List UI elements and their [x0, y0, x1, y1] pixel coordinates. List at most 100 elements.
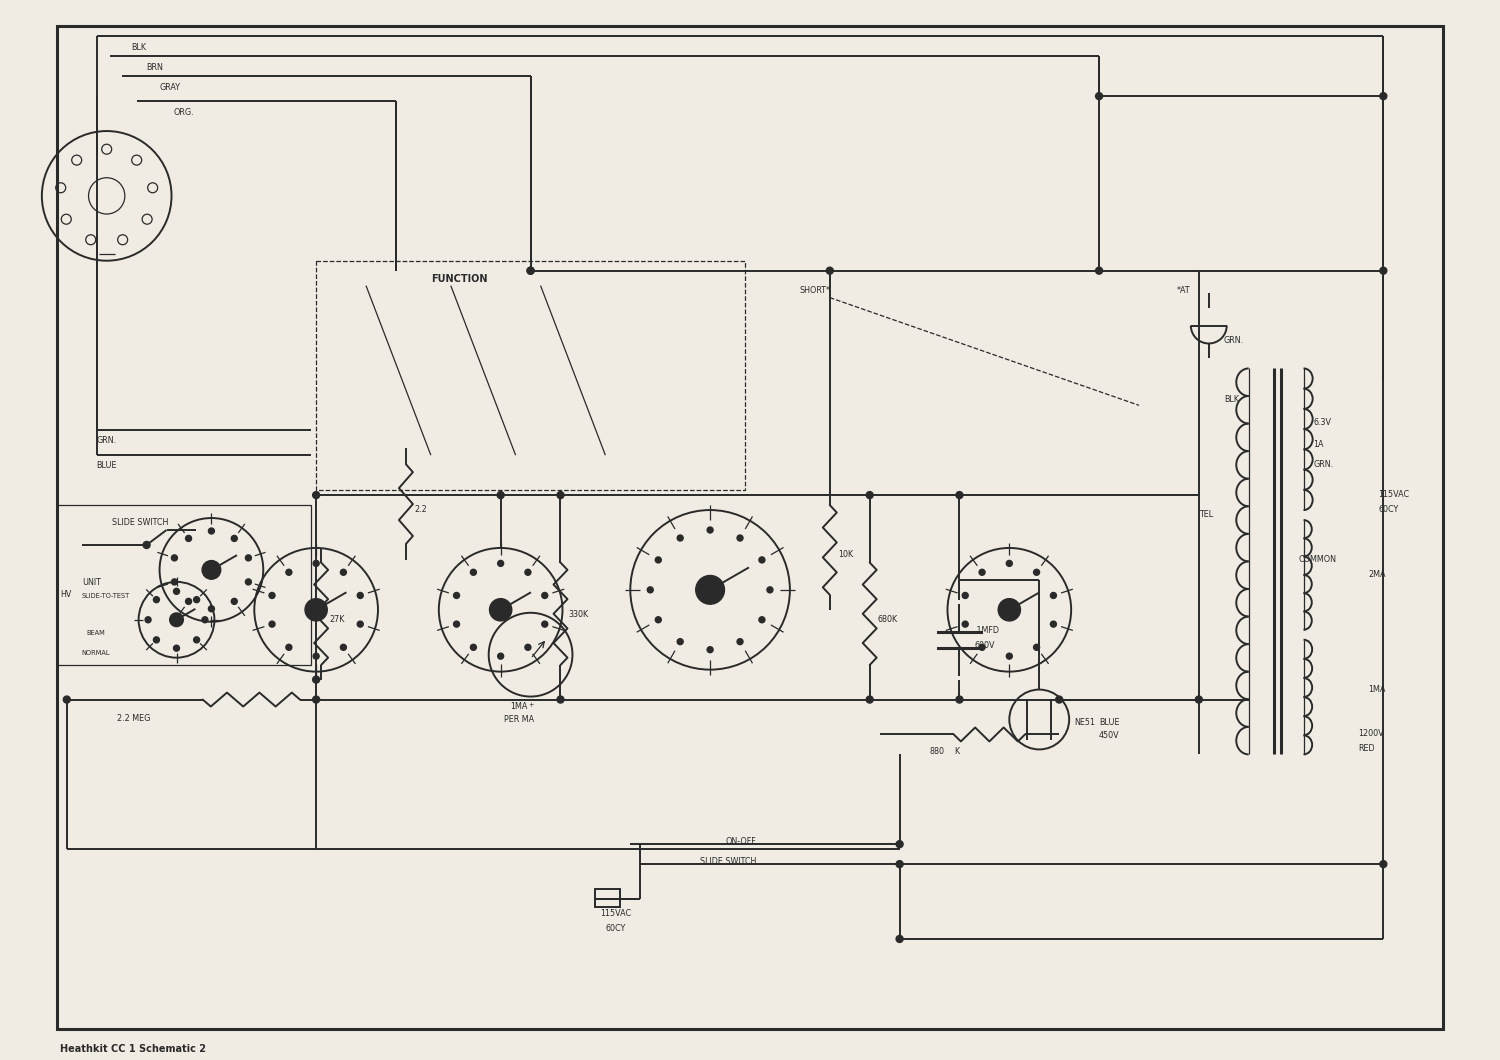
Circle shape [980, 569, 986, 576]
Text: .1MFD: .1MFD [975, 625, 999, 635]
Text: 2MA: 2MA [1368, 570, 1386, 579]
Circle shape [827, 267, 834, 275]
Text: NE51: NE51 [1074, 718, 1095, 726]
Circle shape [1050, 593, 1056, 599]
Text: +: + [528, 702, 534, 707]
Text: 115VAC: 115VAC [1378, 490, 1410, 499]
Circle shape [268, 621, 274, 628]
Circle shape [357, 593, 363, 599]
Text: 330K: 330K [568, 610, 588, 619]
Circle shape [998, 599, 1020, 621]
Circle shape [471, 644, 477, 650]
Circle shape [1380, 92, 1388, 100]
Circle shape [153, 637, 159, 642]
Circle shape [312, 676, 320, 683]
Circle shape [526, 267, 534, 275]
Circle shape [312, 492, 320, 498]
Circle shape [340, 569, 346, 576]
Text: *AT: *AT [1178, 285, 1191, 295]
Circle shape [865, 696, 873, 703]
Circle shape [865, 492, 873, 498]
Bar [316, 261, 746, 490]
Text: TEL: TEL [1198, 510, 1214, 519]
Circle shape [209, 606, 214, 612]
Text: 115VAC: 115VAC [600, 909, 632, 918]
Circle shape [88, 178, 125, 214]
Text: BEAM: BEAM [87, 630, 105, 636]
Circle shape [1007, 653, 1013, 659]
Text: ON-OFF: ON-OFF [724, 837, 756, 846]
Circle shape [962, 593, 968, 599]
Circle shape [1380, 267, 1388, 275]
Circle shape [962, 621, 968, 628]
Circle shape [980, 644, 986, 650]
Circle shape [556, 696, 564, 703]
Bar [57, 505, 310, 665]
Text: 6.3V: 6.3V [1314, 419, 1332, 427]
Circle shape [286, 644, 292, 650]
Circle shape [525, 569, 531, 576]
Text: 450V: 450V [1100, 731, 1119, 741]
Circle shape [956, 696, 963, 703]
Text: HV: HV [60, 589, 70, 599]
Circle shape [246, 554, 252, 561]
Text: SHORT*: SHORT* [800, 285, 831, 295]
Circle shape [1050, 621, 1056, 628]
Circle shape [759, 556, 765, 563]
Text: 10K: 10K [839, 550, 854, 559]
Circle shape [766, 587, 772, 593]
Text: UNIT: UNIT [82, 578, 100, 587]
Circle shape [186, 599, 192, 604]
Circle shape [1056, 696, 1062, 703]
Circle shape [759, 617, 765, 623]
Circle shape [453, 593, 459, 599]
Circle shape [696, 576, 724, 604]
Circle shape [896, 861, 903, 868]
Circle shape [304, 599, 327, 621]
Circle shape [312, 696, 320, 703]
Circle shape [171, 579, 177, 585]
Circle shape [676, 535, 682, 541]
Text: 1A: 1A [1314, 440, 1324, 449]
Circle shape [496, 492, 504, 498]
Circle shape [1095, 92, 1102, 100]
Circle shape [314, 561, 320, 566]
Circle shape [498, 653, 504, 659]
Text: 600V: 600V [975, 640, 994, 650]
Text: 1MA: 1MA [1368, 685, 1386, 693]
Circle shape [186, 535, 192, 542]
Text: SLIDE-TO-TEST: SLIDE-TO-TEST [82, 593, 130, 599]
Circle shape [231, 599, 237, 604]
Text: 1200V: 1200V [1359, 729, 1384, 739]
Circle shape [526, 267, 534, 275]
Circle shape [556, 492, 564, 498]
Circle shape [1034, 644, 1040, 650]
Circle shape [194, 637, 200, 642]
Text: 27K: 27K [328, 615, 345, 623]
Text: GRN.: GRN. [96, 437, 117, 445]
Circle shape [268, 593, 274, 599]
Circle shape [153, 597, 159, 603]
Text: K: K [954, 747, 960, 757]
Circle shape [471, 569, 477, 576]
Text: COMMON: COMMON [1299, 555, 1336, 564]
Circle shape [896, 935, 903, 942]
Text: PER MA: PER MA [504, 714, 534, 724]
Text: GRN.: GRN. [1224, 336, 1244, 344]
Text: 60CY: 60CY [606, 924, 625, 933]
Text: SLIDE SWITCH: SLIDE SWITCH [700, 858, 756, 866]
Circle shape [1007, 561, 1013, 566]
Circle shape [63, 696, 70, 703]
Circle shape [340, 644, 346, 650]
Circle shape [706, 527, 712, 533]
Circle shape [1095, 267, 1102, 275]
Text: Heathkit CC 1 Schematic 2: Heathkit CC 1 Schematic 2 [60, 1044, 206, 1054]
Circle shape [676, 639, 682, 644]
Circle shape [525, 644, 531, 650]
Circle shape [498, 561, 504, 566]
Text: 880: 880 [930, 747, 945, 757]
Circle shape [246, 579, 252, 585]
Text: BLUE: BLUE [96, 461, 117, 471]
Circle shape [171, 554, 177, 561]
Circle shape [656, 556, 662, 563]
